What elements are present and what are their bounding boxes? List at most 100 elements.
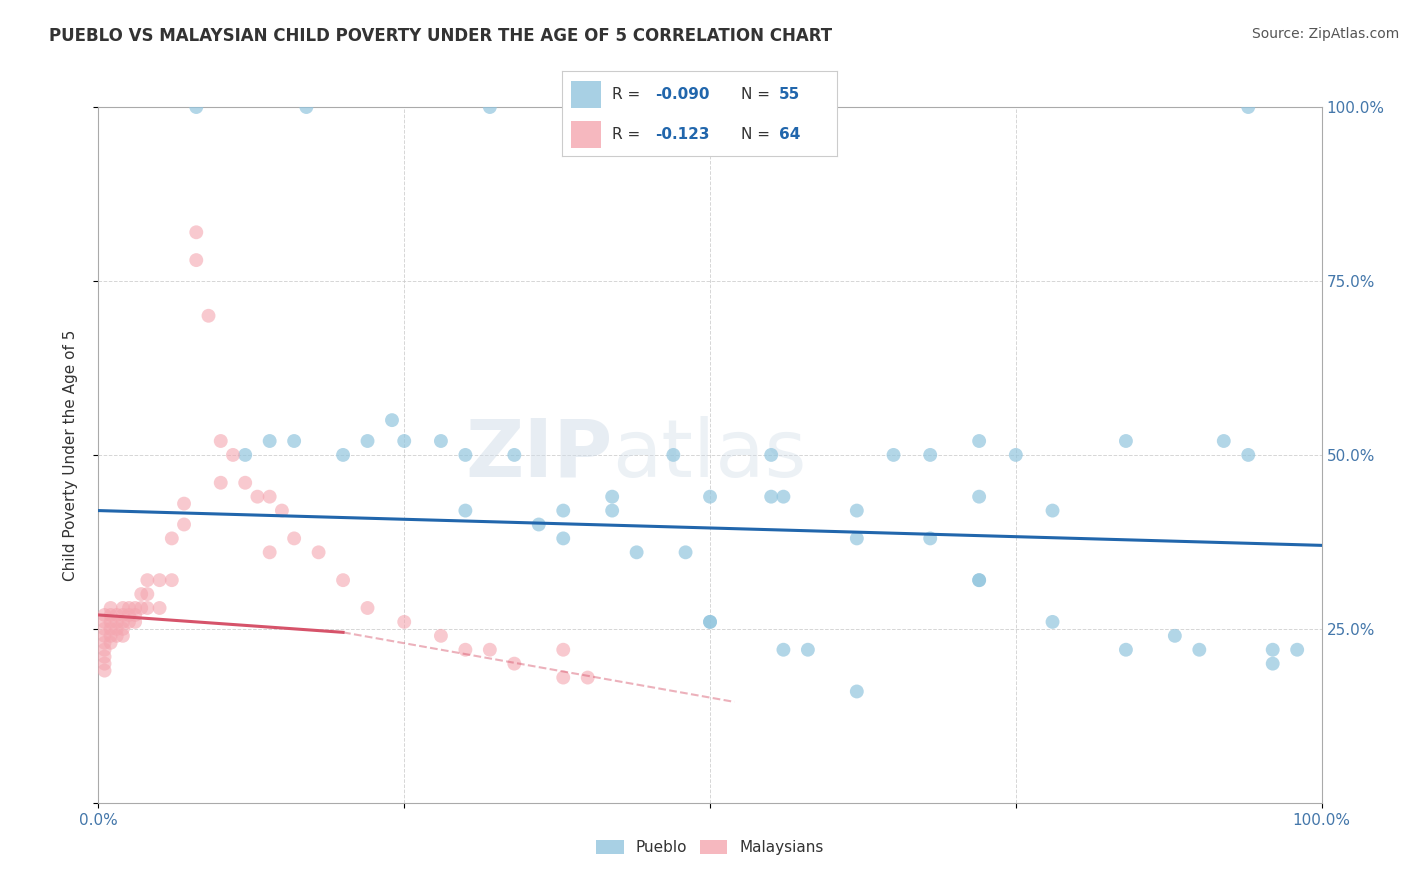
Point: [600, 490, 623, 504]
Point: [270, 503, 294, 517]
FancyBboxPatch shape: [571, 120, 600, 147]
Point: [222, 448, 245, 462]
Point: [283, 434, 305, 448]
Point: [699, 107, 721, 121]
Point: [1042, 615, 1064, 629]
Point: [553, 532, 575, 546]
Point: [527, 517, 550, 532]
Point: [105, 615, 128, 629]
Point: [124, 601, 146, 615]
Point: [100, 607, 122, 622]
Point: [576, 671, 599, 685]
Point: [111, 615, 134, 629]
Point: [332, 573, 354, 587]
Point: [118, 607, 141, 622]
Point: [797, 642, 820, 657]
Point: [173, 517, 195, 532]
Point: [93, 615, 115, 629]
Point: [259, 490, 281, 504]
Point: [209, 434, 232, 448]
Point: [111, 622, 134, 636]
Point: [93, 607, 115, 622]
Point: [129, 587, 152, 601]
Point: [1261, 642, 1284, 657]
Point: [1115, 434, 1137, 448]
Point: [100, 622, 122, 636]
Point: [136, 587, 159, 601]
Point: [356, 434, 378, 448]
Point: [478, 642, 501, 657]
Point: [105, 622, 128, 636]
Point: [699, 615, 721, 629]
Point: [233, 475, 256, 490]
Point: [246, 490, 269, 504]
Point: [503, 448, 526, 462]
Point: [553, 642, 575, 657]
Text: N =: N =: [741, 127, 775, 142]
Point: [259, 434, 281, 448]
Point: [1042, 503, 1064, 517]
Point: [111, 607, 134, 622]
Point: [454, 448, 477, 462]
Point: [699, 615, 721, 629]
Point: [967, 434, 990, 448]
Point: [883, 448, 905, 462]
Point: [149, 573, 172, 587]
Text: 64: 64: [779, 127, 800, 142]
Point: [1115, 642, 1137, 657]
Legend: Pueblo, Malaysians: Pueblo, Malaysians: [591, 834, 830, 862]
Point: [845, 532, 868, 546]
Point: [149, 601, 172, 615]
Point: [136, 573, 159, 587]
Point: [553, 503, 575, 517]
Point: [967, 490, 990, 504]
Point: [967, 573, 990, 587]
Point: [845, 503, 868, 517]
Point: [111, 629, 134, 643]
Point: [626, 545, 648, 559]
Point: [124, 607, 146, 622]
Point: [478, 100, 501, 114]
Text: R =: R =: [612, 127, 645, 142]
Text: ZIP: ZIP: [465, 416, 612, 494]
Point: [430, 629, 453, 643]
Point: [124, 615, 146, 629]
Point: [186, 225, 208, 239]
Point: [761, 448, 783, 462]
Point: [111, 601, 134, 615]
Point: [186, 253, 208, 268]
Point: [93, 629, 115, 643]
Point: [160, 573, 183, 587]
Point: [105, 629, 128, 643]
Y-axis label: Child Poverty Under the Age of 5: Child Poverty Under the Age of 5: [63, 329, 77, 581]
Point: [332, 448, 354, 462]
Text: -0.123: -0.123: [655, 127, 710, 142]
Point: [186, 100, 208, 114]
Point: [600, 503, 623, 517]
Point: [136, 601, 159, 615]
Point: [100, 629, 122, 643]
Text: PUEBLO VS MALAYSIAN CHILD POVERTY UNDER THE AGE OF 5 CORRELATION CHART: PUEBLO VS MALAYSIAN CHILD POVERTY UNDER …: [49, 27, 832, 45]
Point: [93, 649, 115, 664]
Point: [430, 434, 453, 448]
Point: [1261, 657, 1284, 671]
Point: [392, 434, 416, 448]
Point: [675, 545, 697, 559]
Point: [93, 642, 115, 657]
Point: [1188, 642, 1211, 657]
Point: [118, 601, 141, 615]
Point: [1237, 100, 1260, 114]
Point: [1164, 629, 1187, 643]
Point: [100, 636, 122, 650]
Point: [503, 657, 526, 671]
Point: [454, 503, 477, 517]
Text: R =: R =: [612, 87, 645, 102]
Point: [93, 664, 115, 678]
Point: [283, 532, 305, 546]
Text: -0.090: -0.090: [655, 87, 710, 102]
Text: atlas: atlas: [612, 416, 807, 494]
Point: [761, 490, 783, 504]
Point: [100, 615, 122, 629]
Point: [93, 636, 115, 650]
Point: [1237, 448, 1260, 462]
